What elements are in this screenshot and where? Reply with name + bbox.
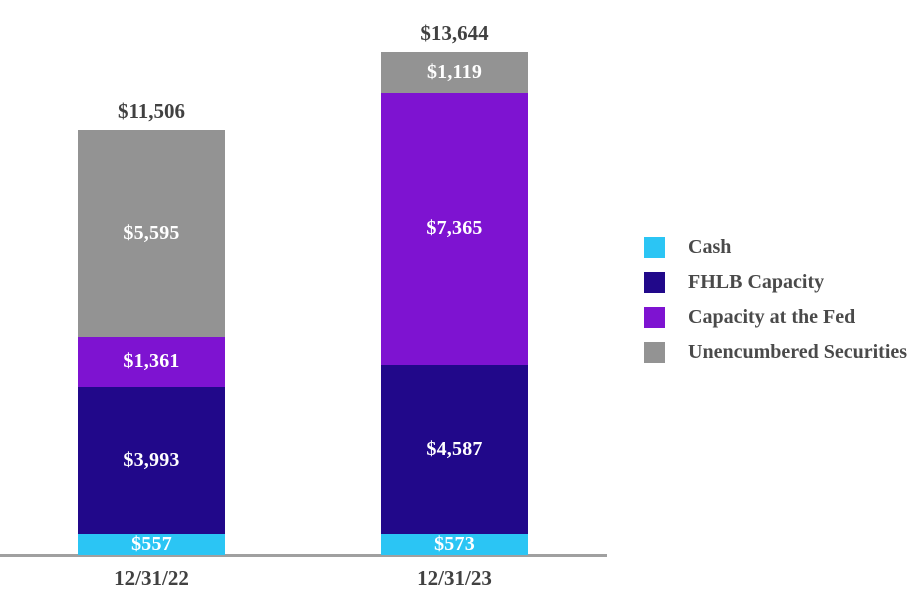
segment-value-label: $1,119: [426, 60, 483, 83]
bar-segment-unencumbered-securities: $5,595: [78, 130, 225, 337]
legend-label: Cash: [688, 236, 732, 258]
legend: Cash FHLB Capacity Capacity at the Fed Unen…: [644, 236, 907, 364]
bar-segment-capacity-at-the-fed: $7,365: [381, 92, 528, 365]
bar-segment-fhlb-capacity: $3,993: [78, 387, 225, 535]
legend-label: FHLB Capacity: [688, 271, 825, 293]
x-axis-label: 12/31/22: [114, 566, 189, 590]
segment-value-label: $4,587: [426, 437, 483, 460]
segment-value-label: $573: [434, 532, 475, 555]
bar-segment-cash: $557: [78, 533, 225, 556]
bar-segment-cash: $573: [381, 532, 528, 555]
x-axis-label: 12/31/23: [417, 566, 492, 590]
segment-value-label: $5,595: [123, 222, 180, 245]
segment-value-label: $3,993: [123, 449, 180, 472]
legend-swatch: [644, 307, 665, 328]
bar-total-label: $13,644: [420, 20, 489, 45]
legend-swatch: [644, 342, 665, 363]
segment-value-label: $557: [131, 533, 172, 556]
legend-item-fhlb-capacity: FHLB Capacity: [644, 271, 907, 294]
legend-swatch: [644, 237, 665, 258]
legend-label: Unencumbered Securities: [688, 341, 908, 363]
legend-label: Capacity at the Fed: [688, 306, 856, 328]
segment-value-label: $1,361: [123, 350, 180, 373]
legend-swatch: [644, 272, 665, 293]
segment-value-label: $7,365: [426, 217, 483, 240]
legend-item-unencumbered-securities: Unencumbered Securities: [644, 341, 907, 364]
bar-segment-unencumbered-securities: $1,119: [381, 51, 528, 93]
legend-item-capacity-at-the-fed: Capacity at the Fed: [644, 306, 907, 329]
bar-total-label: $11,506: [117, 99, 186, 124]
x-axis-line: [0, 554, 607, 557]
bar-segment-capacity-at-the-fed: $1,361: [78, 336, 225, 388]
legend-item-cash: Cash: [644, 236, 907, 259]
bar-segment-fhlb-capacity: $4,587: [381, 364, 528, 534]
